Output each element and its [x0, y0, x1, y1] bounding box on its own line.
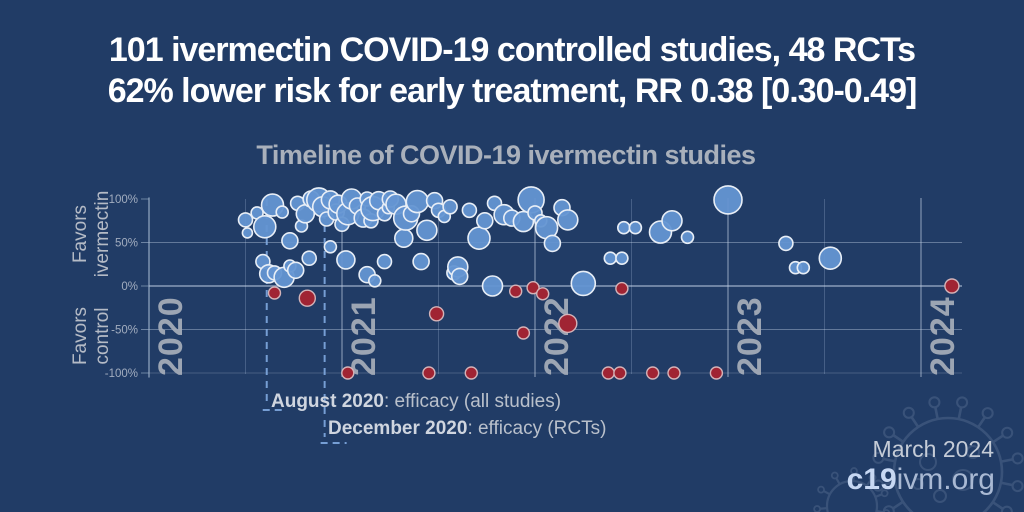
study-bubble-favors-control: [464, 366, 478, 380]
study-bubble-favors-ivermectin: [818, 246, 843, 271]
study-bubble-favors-control: [709, 366, 724, 380]
study-bubble-favors-control: [267, 286, 282, 300]
study-bubble-favors-ivermectin: [570, 270, 597, 297]
annotation-december-date: December 2020: [328, 418, 468, 439]
website-url-bold: c19: [846, 463, 897, 496]
study-bubble-favors-control: [298, 289, 316, 307]
study-bubble-favors-control: [422, 366, 436, 380]
favors-ivermectin-label: ivermectin: [92, 191, 113, 278]
favors-control-label: Favors: [70, 307, 91, 365]
website-url-rest: ivm.org: [896, 463, 995, 496]
x-axis-year-label: 2022: [538, 296, 576, 376]
study-bubble-favors-ivermectin: [450, 267, 469, 286]
study-bubble-favors-control: [601, 366, 615, 380]
coronavirus-watermark-icon: [813, 396, 1024, 512]
annotation-december-text: : efficacy (RCTs): [467, 418, 607, 439]
study-bubble-favors-ivermectin: [628, 220, 643, 235]
study-bubble-favors-ivermectin: [603, 251, 618, 266]
study-bubble-favors-ivermectin: [393, 228, 414, 248]
infographic-title: 101 ivermectin COVID-19 controlled studi…: [0, 30, 1024, 112]
study-bubble-favors-control: [536, 287, 550, 301]
study-bubble-favors-ivermectin: [661, 210, 683, 232]
study-bubble-favors-ivermectin: [467, 226, 491, 250]
study-bubble-favors-ivermectin: [796, 260, 811, 275]
study-bubble-favors-control: [613, 366, 627, 380]
study-bubble-favors-control: [667, 366, 681, 380]
annotation-december-2020: December 2020: efficacy (RCTs): [328, 418, 606, 440]
study-bubble-favors-ivermectin: [281, 232, 299, 250]
study-bubble-favors-control: [509, 284, 523, 298]
study-bubble-favors-ivermectin: [713, 185, 743, 215]
study-bubble-favors-control: [428, 306, 445, 322]
study-bubble-favors-ivermectin: [301, 250, 318, 267]
y-axis-tick-label: -50%: [111, 325, 138, 337]
study-bubble-favors-ivermectin: [376, 253, 393, 270]
study-bubble-favors-ivermectin: [556, 209, 579, 231]
study-bubble-favors-ivermectin: [442, 199, 458, 215]
x-axis-year-label: 2020: [152, 296, 190, 376]
y-axis-tick-label: -100%: [105, 368, 138, 380]
favors-control-label: control: [92, 307, 113, 364]
x-axis-year-label: 2024: [924, 296, 962, 376]
y-axis-tick-label: 100%: [109, 194, 138, 206]
study-bubble-favors-control: [615, 281, 629, 296]
favors-ivermectin-label: Favors: [70, 205, 91, 263]
study-bubble-favors-control: [516, 326, 531, 340]
study-bubble-favors-ivermectin: [416, 219, 438, 242]
title-line-1: 101 ivermectin COVID-19 controlled studi…: [108, 31, 916, 69]
annotation-august-text: : efficacy (all studies): [383, 391, 562, 412]
study-bubble-favors-control: [646, 366, 660, 380]
study-bubble-favors-control: [944, 278, 960, 294]
study-bubble-favors-ivermectin: [475, 212, 494, 230]
study-bubble-favors-control: [558, 313, 578, 334]
study-bubble-favors-ivermectin: [615, 251, 629, 266]
study-bubble-favors-ivermectin: [241, 227, 254, 239]
publication-date: March 2024: [872, 436, 994, 462]
study-bubble-favors-ivermectin: [461, 202, 478, 219]
annotation-august-2020: August 2020: efficacy (all studies): [271, 391, 561, 413]
study-bubble-favors-ivermectin: [543, 234, 562, 253]
website-url: c19ivm.org: [847, 463, 995, 497]
study-bubble-favors-ivermectin: [252, 215, 277, 239]
study-bubble-favors-ivermectin: [778, 235, 794, 252]
x-axis-year-label: 2023: [731, 296, 769, 376]
study-bubble-favors-ivermectin: [405, 189, 430, 214]
study-bubble-favors-ivermectin: [275, 205, 290, 219]
y-axis-tick-label: 50%: [115, 238, 138, 250]
title-line-2: 62% lower risk for early treatment, RR 0…: [107, 72, 918, 110]
study-bubble-favors-control: [526, 281, 540, 295]
study-bubble-favors-ivermectin: [336, 250, 356, 270]
study-bubble-favors-ivermectin: [323, 240, 338, 254]
chart-title: Timeline of COVID-19 ivermectin studies: [256, 140, 756, 170]
study-bubble-favors-ivermectin: [237, 212, 254, 228]
study-bubble-favors-ivermectin: [680, 230, 695, 245]
annotation-august-date: August 2020: [271, 391, 384, 412]
study-bubble-favors-ivermectin: [367, 273, 382, 288]
study-bubble-favors-ivermectin: [412, 252, 430, 271]
study-bubble-favors-ivermectin: [481, 275, 504, 297]
study-bubble-favors-ivermectin: [616, 220, 631, 235]
study-bubble-favors-control: [341, 366, 355, 380]
study-bubble-favors-ivermectin: [286, 261, 305, 280]
y-axis-tick-label: 0%: [121, 281, 138, 293]
x-axis-year-label: 2021: [345, 296, 383, 376]
